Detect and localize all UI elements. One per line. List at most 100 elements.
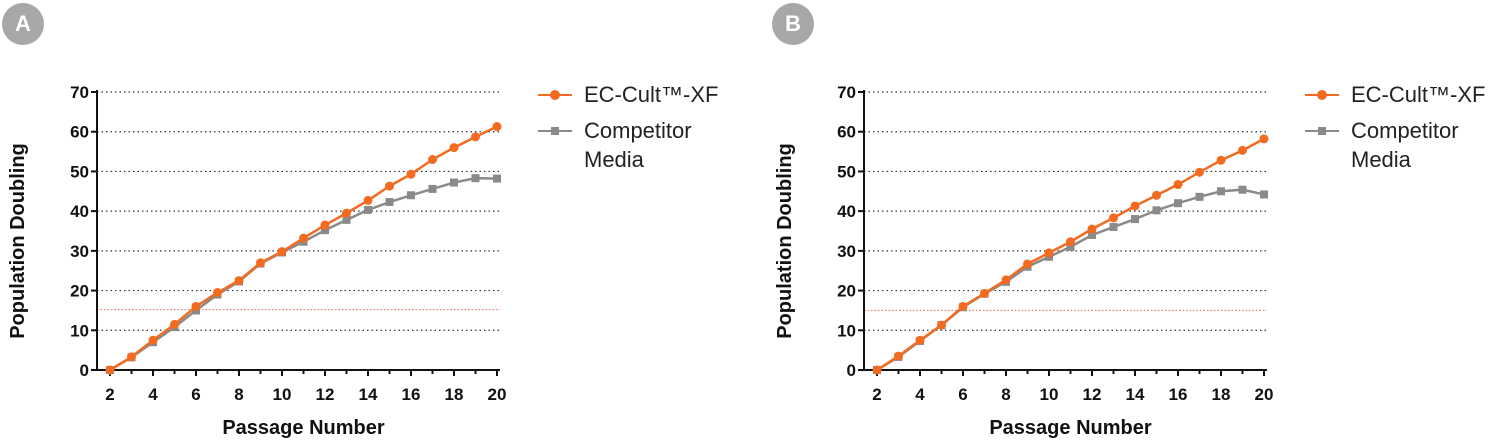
x-tick-label: 18 <box>445 385 464 404</box>
square-marker-icon <box>551 127 559 135</box>
chart-b: 0 10 20 30 40 50 60 70 2 4 6 8 10 12 14 16 18 20 Passage N… <box>774 83 1274 439</box>
data-point-ec-cult <box>1195 167 1204 177</box>
data-point-competitor <box>450 178 458 187</box>
data-point-competitor <box>385 198 394 207</box>
data-point-ec-cult <box>1130 201 1140 211</box>
y-tick-label: 0 <box>80 361 89 380</box>
data-point-ec-cult <box>1001 275 1011 285</box>
x-tick-label: 20 <box>488 385 507 404</box>
data-point-ec-cult <box>1216 155 1226 165</box>
data-point-competitor <box>1066 242 1075 251</box>
y-tick-label: 50 <box>837 162 856 181</box>
y-tick-label: 20 <box>837 282 856 301</box>
data-point-ec-cult <box>958 301 968 311</box>
data-point-ec-cult <box>980 288 989 298</box>
data-point-competitor <box>1195 192 1204 201</box>
data-point-ec-cult <box>1066 237 1075 247</box>
data-point-ec-cult <box>299 233 308 243</box>
data-point-ec-cult <box>1023 259 1032 269</box>
y-tick-label: 40 <box>837 202 856 221</box>
data-point-ec-cult <box>872 365 882 375</box>
x-tick-label: 16 <box>402 385 421 404</box>
y-tick-label: 0 <box>847 361 856 380</box>
legend-label-competitor-line2: Media <box>1351 147 1411 172</box>
legend-swatch-ec-cult <box>1305 90 1339 100</box>
y-tick-label: 50 <box>70 162 89 181</box>
legend-swatch-competitor <box>538 126 572 136</box>
legend-label-competitor-line1: Competitor <box>584 118 692 143</box>
y-tick-label: 60 <box>70 123 89 142</box>
data-point-competitor <box>321 226 329 235</box>
series-line-ec-cult <box>109 125 498 372</box>
series-line-competitor <box>109 176 498 372</box>
data-point-ec-cult <box>320 220 330 230</box>
y-tick-label: 30 <box>70 242 89 261</box>
x-tick-label: 6 <box>958 385 967 404</box>
data-point-competitor <box>1217 187 1225 196</box>
data-point-ec-cult <box>1044 248 1054 258</box>
data-point-ec-cult <box>1259 134 1269 144</box>
y-axis-title: Population Doubling <box>7 143 29 339</box>
x-tick-label: 6 <box>191 385 200 404</box>
data-point-competitor <box>407 191 415 200</box>
x-tick-label: 16 <box>1169 385 1188 404</box>
data-point-ec-cult <box>385 181 394 191</box>
legend-item-competitor: Competitor Media <box>538 116 718 174</box>
data-point-ec-cult <box>363 195 373 205</box>
chart-a: 0 10 20 30 40 50 60 70 2 4 6 8 10 12 14 16 18 20 Passage N… <box>7 83 507 439</box>
x-tick-label: 2 <box>872 385 881 404</box>
circle-marker-icon <box>550 90 560 100</box>
legend-item-ec-cult: EC-Cult™-XF <box>538 80 718 109</box>
data-point-ec-cult <box>1152 190 1161 200</box>
data-point-ec-cult <box>1173 180 1183 190</box>
x-tick-label: 18 <box>1212 385 1231 404</box>
data-point-competitor <box>364 205 372 214</box>
data-point-ec-cult <box>170 319 179 329</box>
legend-label-competitor-line2: Media <box>584 147 644 172</box>
data-point-ec-cult <box>937 320 946 330</box>
square-marker-icon <box>1318 127 1326 135</box>
data-point-ec-cult <box>148 335 158 345</box>
data-point-ec-cult <box>894 351 903 361</box>
data-point-ec-cult <box>471 132 480 142</box>
data-point-competitor <box>1174 199 1182 208</box>
legend-label-ec-cult: EC-Cult™-XF <box>1351 82 1486 107</box>
series-line-competitor <box>876 188 1265 372</box>
x-tick-label: 14 <box>359 385 378 404</box>
data-point-ec-cult <box>1238 145 1247 155</box>
x-tick-label: 10 <box>1040 385 1059 404</box>
x-tick-label: 4 <box>148 385 158 404</box>
data-point-ec-cult <box>234 276 244 286</box>
x-axis-title: Passage Number <box>222 417 385 439</box>
data-point-ec-cult <box>127 352 136 362</box>
data-point-ec-cult <box>256 258 265 268</box>
data-point-ec-cult <box>277 247 287 257</box>
x-tick-label: 20 <box>1255 385 1274 404</box>
data-point-ec-cult <box>915 335 925 345</box>
x-tick-label: 8 <box>234 385 243 404</box>
x-tick-label: 12 <box>1083 385 1102 404</box>
data-point-competitor <box>1131 215 1139 224</box>
y-axis-title: Population Doubling <box>774 143 796 339</box>
data-point-competitor <box>1088 230 1096 239</box>
panel-b: B 0 10 20 30 40 50 60 70 2 4 6 8 10 12 14 16 18 20 Passage… <box>767 0 1500 446</box>
data-point-ec-cult <box>1109 213 1118 223</box>
data-point-competitor <box>1109 223 1118 232</box>
data-point-competitor <box>1238 185 1247 194</box>
legend: EC-Cult™-XF Competitor Media <box>538 80 718 174</box>
series-line-ec-cult <box>876 137 1265 372</box>
legend-label-competitor-line1: Competitor <box>1351 118 1459 143</box>
legend-item-ec-cult: EC-Cult™-XF <box>1305 80 1485 109</box>
data-point-ec-cult <box>1087 224 1097 234</box>
data-point-competitor <box>428 184 437 193</box>
panel-a: A 0 10 20 30 40 50 60 70 2 4 6 8 10 12 14 16 18 20 Passage… <box>2 3 718 439</box>
x-tick-label: 10 <box>273 385 292 404</box>
legend-item-competitor: Competitor Media <box>1305 116 1485 174</box>
y-tick-label: 70 <box>70 83 89 102</box>
data-point-ec-cult <box>449 143 459 153</box>
legend-swatch-competitor <box>1305 126 1339 136</box>
y-tick-label: 30 <box>837 242 856 261</box>
x-tick-label: 2 <box>105 385 114 404</box>
x-tick-label: 4 <box>915 385 925 404</box>
data-point-competitor <box>471 174 480 183</box>
